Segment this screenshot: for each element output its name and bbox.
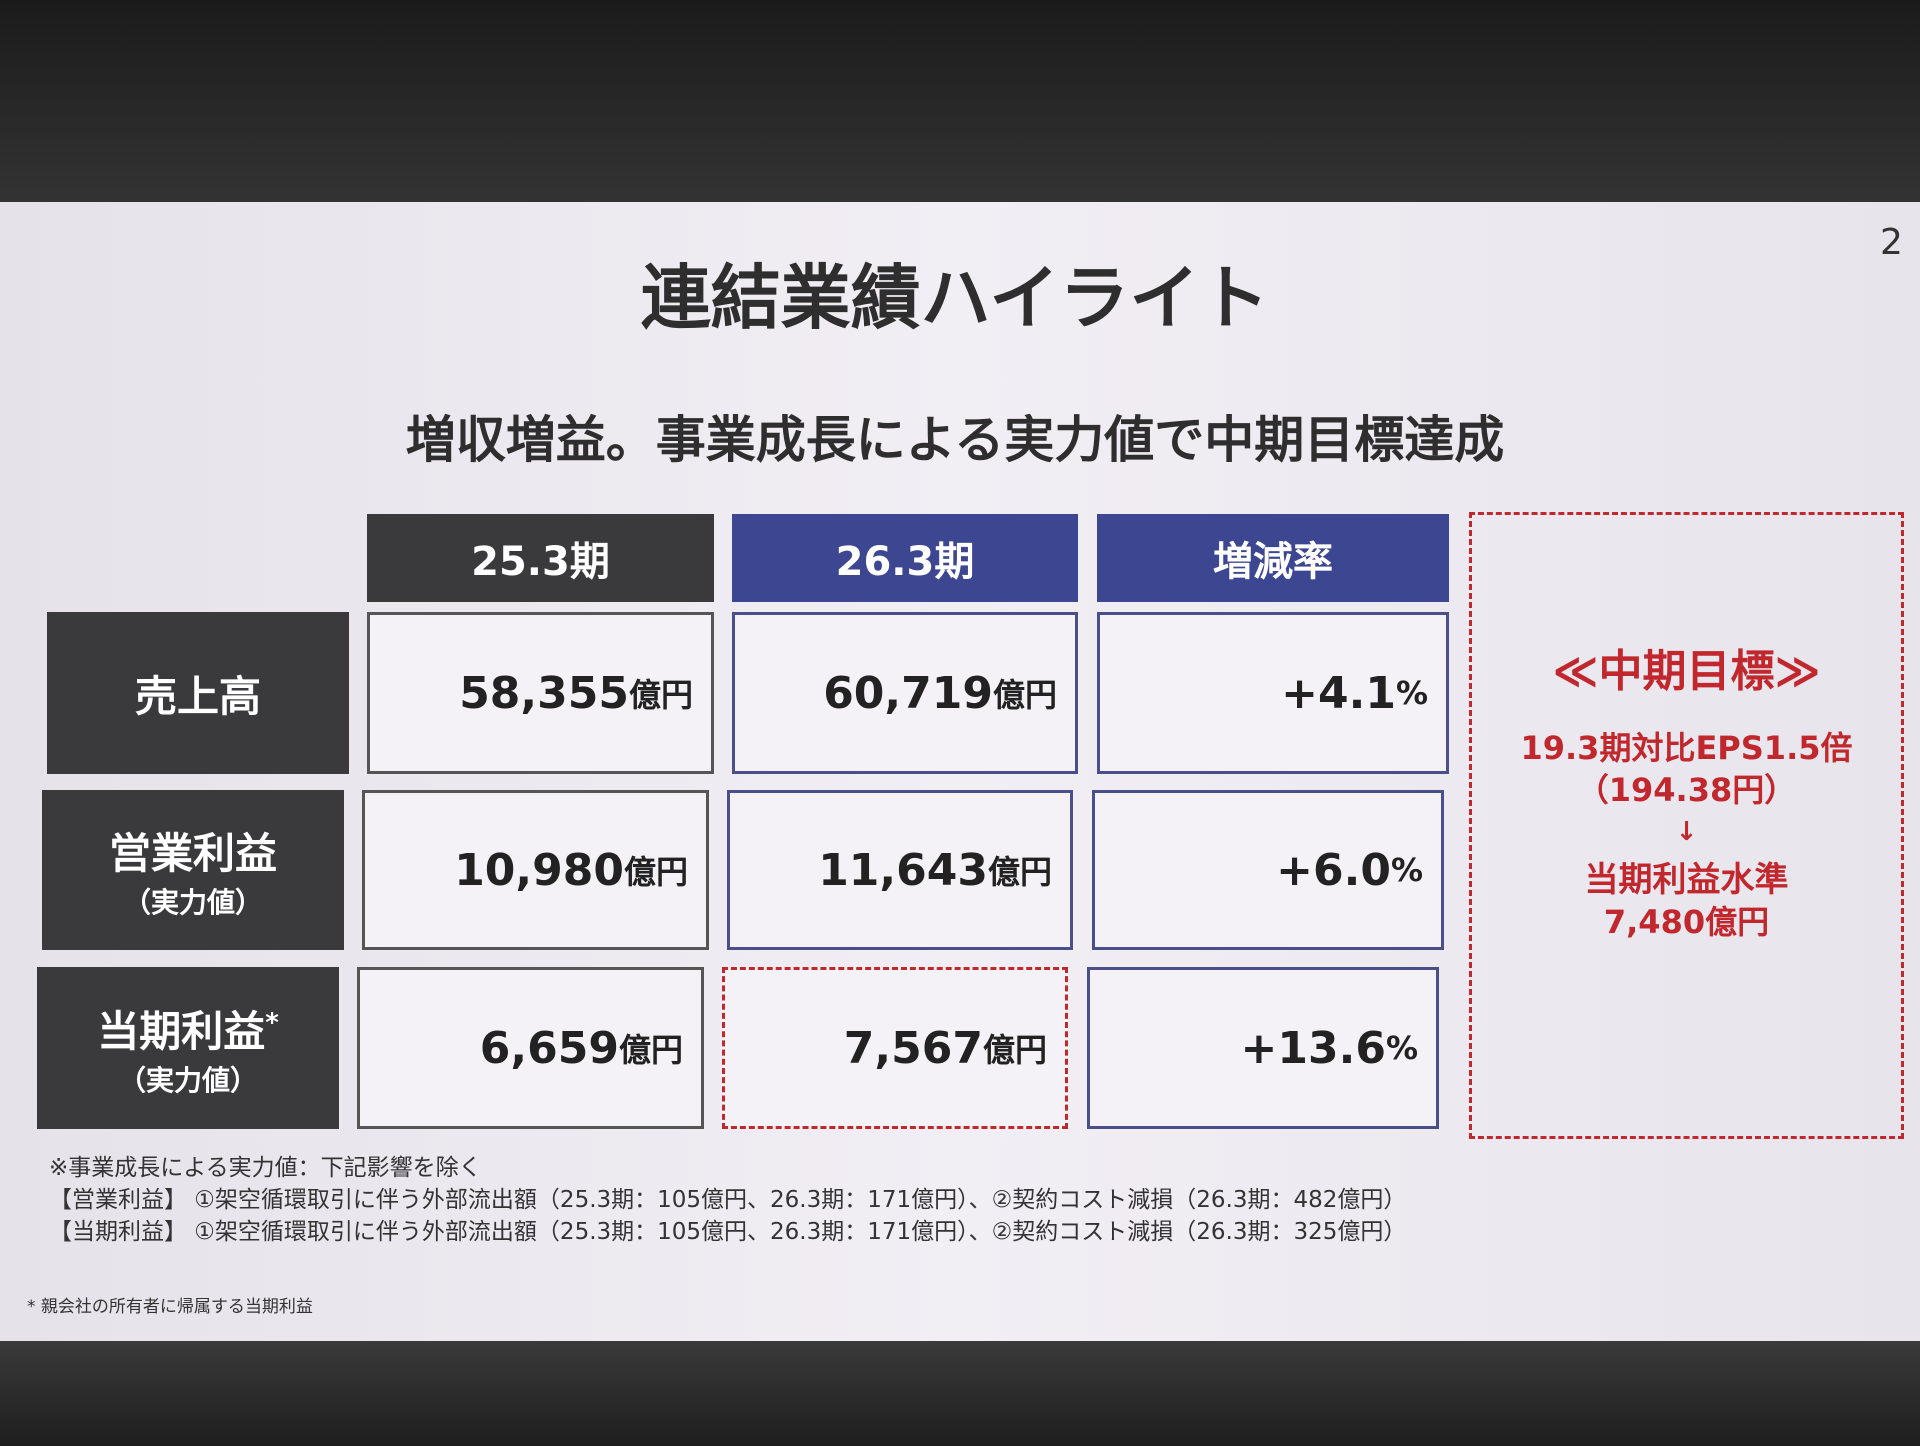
row-label-main: 売上高 bbox=[134, 671, 261, 721]
row-sublabel: （実力値） bbox=[117, 1063, 258, 1097]
cell-unit: % bbox=[1385, 1029, 1418, 1067]
row-label-main: 当期利益 bbox=[97, 1006, 266, 1056]
target-line: 7,480億円 bbox=[1603, 903, 1770, 941]
cell-value: 58,355 bbox=[459, 667, 629, 719]
page-number: 2 bbox=[1880, 222, 1903, 263]
table-cell: 7,567 億円 bbox=[722, 967, 1068, 1129]
row-label: 売上高 bbox=[47, 612, 349, 774]
row-label: 当期利益* （実力値） bbox=[37, 967, 339, 1129]
table-cell: +13.6% bbox=[1087, 967, 1439, 1129]
row-label-mark: * bbox=[265, 1007, 279, 1038]
note-line: 【当期利益】 ①架空循環取引に伴う外部流出額（25.3期：105億円、26.3期… bbox=[49, 1219, 1407, 1245]
floor bbox=[0, 1341, 1920, 1446]
cell-unit: 億円 bbox=[987, 853, 1052, 891]
cell-value: 10,980 bbox=[454, 844, 624, 896]
cell-unit: 億円 bbox=[628, 676, 693, 714]
footnote: * 親会社の所有者に帰属する当期利益 bbox=[27, 1297, 313, 1317]
table-cell: +4.1% bbox=[1097, 612, 1449, 774]
note-line: ※事業成長による実力値：下記影響を除く bbox=[49, 1155, 482, 1181]
ceiling bbox=[0, 0, 1920, 202]
table-cell: 60,719 億円 bbox=[732, 612, 1078, 774]
target-box: ≪中期目標≫ 19.3期対比EPS1.5倍 （194.38円） ↓ 当期利益水準 7,48… bbox=[1469, 512, 1904, 1139]
cell-value: 60,719 bbox=[823, 667, 993, 719]
table-cell: 6,659 億円 bbox=[357, 967, 704, 1129]
cell-value: 6,659 bbox=[479, 1022, 619, 1074]
cell-value: +4.1 bbox=[1281, 667, 1396, 719]
cell-unit: % bbox=[1395, 674, 1428, 712]
title: 連結業績ハイライト bbox=[640, 257, 1270, 339]
row-label-text: 当期利益* bbox=[97, 998, 279, 1059]
table-cell: 10,980 億円 bbox=[362, 790, 709, 950]
cell-value: +13.6 bbox=[1240, 1022, 1386, 1074]
target-line: （194.38円） bbox=[1576, 771, 1797, 809]
table-cell: 11,643 億円 bbox=[727, 790, 1073, 950]
target-line: 当期利益水準 bbox=[1584, 860, 1789, 900]
notes: ※事業成長による実力値：下記影響を除く【営業利益】 ①架空循環取引に伴う外部流出… bbox=[49, 1152, 1406, 1248]
table-cell: 58,355 億円 bbox=[367, 612, 714, 774]
row-label-main: 営業利益 bbox=[108, 828, 277, 878]
table: 25.3期 26.3期 増減率 売上高 58,355 億円 60,719 億円 +4.1% 営業利… bbox=[0, 202, 1920, 1341]
column-header: 26.3期 bbox=[732, 514, 1078, 602]
row-label: 営業利益 （実力値） bbox=[42, 790, 344, 950]
subtitle: 増収増益。事業成長による実力値で中期目標達成 bbox=[405, 411, 1505, 469]
row-sublabel: （実力値） bbox=[122, 885, 263, 919]
row-label-text: 売上高 bbox=[135, 663, 261, 724]
note-line: 【営業利益】 ①架空循環取引に伴う外部流出額（25.3期：105億円、26.3期… bbox=[49, 1187, 1407, 1213]
target-title: ≪中期目標≫ bbox=[1552, 646, 1821, 697]
cell-value: 7,567 bbox=[843, 1022, 983, 1074]
cell-unit: 億円 bbox=[618, 1031, 683, 1069]
cell-unit: % bbox=[1390, 851, 1423, 889]
target-line: 19.3期対比EPS1.5倍 bbox=[1520, 729, 1853, 767]
column-header: 25.3期 bbox=[367, 514, 714, 602]
cell-value: 11,643 bbox=[818, 844, 988, 896]
cell-unit: 億円 bbox=[623, 853, 688, 891]
slide: 2 連結業績ハイライト 増収増益。事業成長による実力値で中期目標達成 25.3期… bbox=[0, 202, 1920, 1341]
cell-unit: 億円 bbox=[992, 676, 1057, 714]
column-header: 増減率 bbox=[1097, 514, 1449, 602]
cell-unit: 億円 bbox=[982, 1031, 1047, 1069]
table-cell: +6.0% bbox=[1092, 790, 1444, 950]
target-content: ≪中期目標≫ 19.3期対比EPS1.5倍 （194.38円） ↓ 当期利益水準 7,48… bbox=[1472, 635, 1901, 943]
target-line: ↓ bbox=[1675, 817, 1698, 847]
row-label-text: 営業利益 bbox=[109, 820, 277, 881]
cell-value: +6.0 bbox=[1276, 844, 1391, 896]
